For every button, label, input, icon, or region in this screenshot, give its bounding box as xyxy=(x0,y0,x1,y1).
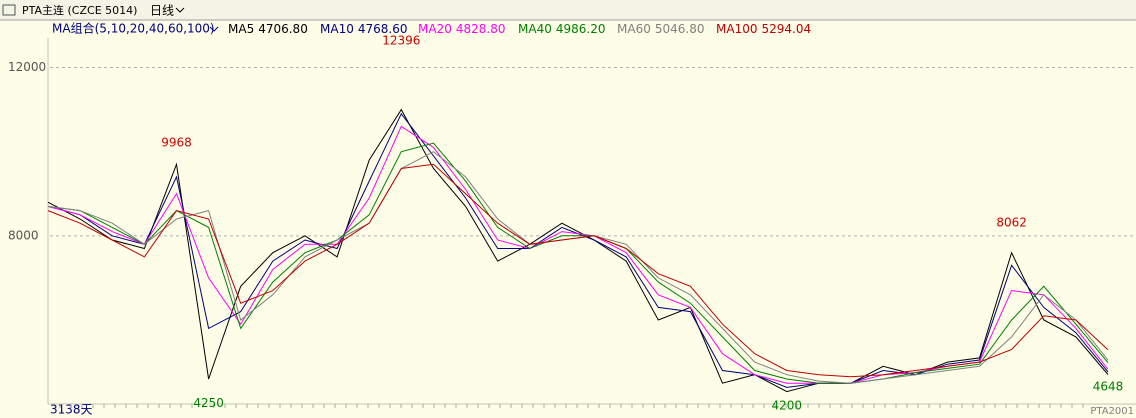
ma-group[interactable]: MA组合(5,10,20,40,60,100) xyxy=(52,21,215,36)
extreme-label: 12396 xyxy=(382,33,420,47)
toolbar-icon[interactable] xyxy=(2,4,16,16)
period-chevron[interactable] xyxy=(175,7,185,13)
ma-chevron[interactable] xyxy=(209,26,219,32)
legend-entry: MA5 4706.80 xyxy=(228,22,308,36)
ma-line xyxy=(47,142,1109,384)
y-tick-label: 8000 xyxy=(8,228,39,242)
extreme-label: 9968 xyxy=(161,135,192,149)
legend-name: MA100 xyxy=(716,22,757,36)
contract: PTA2001 xyxy=(1090,406,1134,417)
extreme-label: 8062 xyxy=(996,216,1027,230)
ma-line xyxy=(47,125,1109,384)
legend-entry: MA40 4986.20 xyxy=(518,22,605,36)
legend-value: 4768.60 xyxy=(358,22,408,36)
legend-entry: MA10 4768.60 xyxy=(320,22,407,36)
legend-value: 5046.80 xyxy=(655,22,705,36)
legend-value: 4986.20 xyxy=(556,22,606,36)
extreme-label: 4200 xyxy=(772,398,803,412)
ma-line xyxy=(47,163,1109,378)
legend-name: MA5 xyxy=(228,22,254,36)
legend-entry: MA60 5046.80 xyxy=(617,22,704,36)
legend-value: 5294.04 xyxy=(761,22,811,36)
legend-entry: MA20 4828.80 xyxy=(418,22,505,36)
legend-name: MA20 xyxy=(418,22,452,36)
legend-value: 4828.80 xyxy=(456,22,506,36)
legend-entry: MA100 5294.04 xyxy=(716,22,811,36)
extreme-label: 4250 xyxy=(193,396,224,410)
toolbar xyxy=(0,0,1136,20)
legend-value: 4706.80 xyxy=(258,22,308,36)
legend-name: MA60 xyxy=(617,22,651,36)
period[interactable]: 日线 xyxy=(150,4,174,18)
legend-name: MA10 xyxy=(320,22,354,36)
y-tick-label: 12000 xyxy=(8,60,46,74)
legend-name: MA40 xyxy=(518,22,552,36)
extreme-label: 4648 xyxy=(1093,379,1124,393)
symbol[interactable]: PTA主连 (CZCE 5014) xyxy=(22,4,137,17)
